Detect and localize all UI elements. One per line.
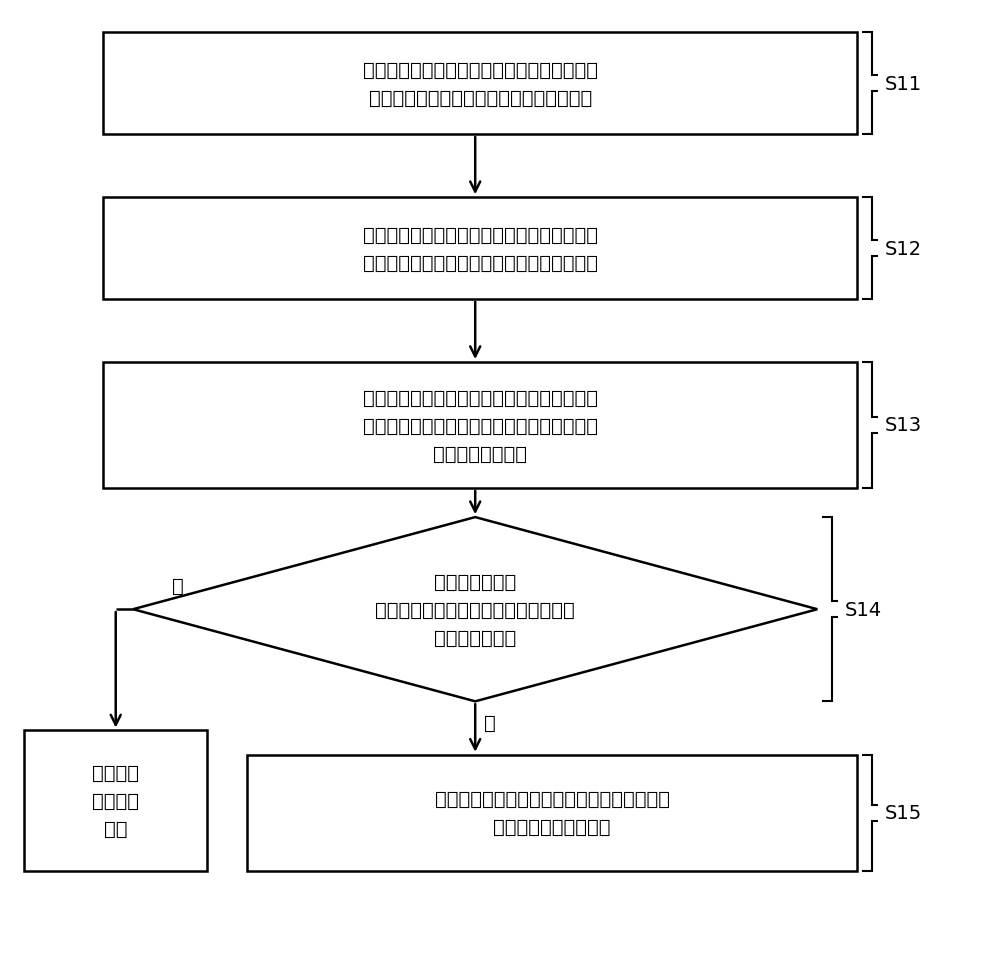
Bar [103, 362, 857, 488]
Text: S15: S15 [885, 803, 922, 823]
Text: 对各个目标个体对应的红外辐射信号进行平均
值运算，获得目标群体的红外辐射信号平均值: 对各个目标个体对应的红外辐射信号进行平均 值运算，获得目标群体的红外辐射信号平均… [363, 226, 598, 273]
Text: 否: 否 [172, 575, 184, 595]
Text: S12: S12 [885, 239, 922, 258]
Text: 是: 是 [484, 713, 496, 733]
Text: S14: S14 [845, 600, 882, 619]
Bar [103, 33, 857, 135]
Text: 无体温异
常的目标
个体: 无体温异 常的目标 个体 [92, 763, 139, 838]
Bar [103, 198, 857, 300]
Bar [24, 731, 207, 871]
Polygon shape [133, 518, 817, 701]
Text: S13: S13 [885, 416, 922, 435]
Text: 判断目标群体中
是否存在对应的辐射差值超过预定阈值
范围的目标个体: 判断目标群体中 是否存在对应的辐射差值超过预定阈值 范围的目标个体 [375, 573, 575, 647]
Text: 对每个目标个体对应的红外辐射信号和红外辐
射信号平均值进行差值运算，获得每个目标个
体对应的辐射差值: 对每个目标个体对应的红外辐射信号和红外辐 射信号平均值进行差值运算，获得每个目标… [363, 388, 598, 463]
Text: 在预设距离范围内，利用红外探测设备采集目
标群体中各个目标个体对应的红外辐射信号: 在预设距离范围内，利用红外探测设备采集目 标群体中各个目标个体对应的红外辐射信号 [363, 61, 598, 107]
Text: 确定对应的辐射差值超过预定阈值范围的目标
个体为体温异常的个体: 确定对应的辐射差值超过预定阈值范围的目标 个体为体温异常的个体 [435, 789, 670, 836]
Bar [247, 755, 857, 871]
Text: S11: S11 [885, 74, 922, 94]
